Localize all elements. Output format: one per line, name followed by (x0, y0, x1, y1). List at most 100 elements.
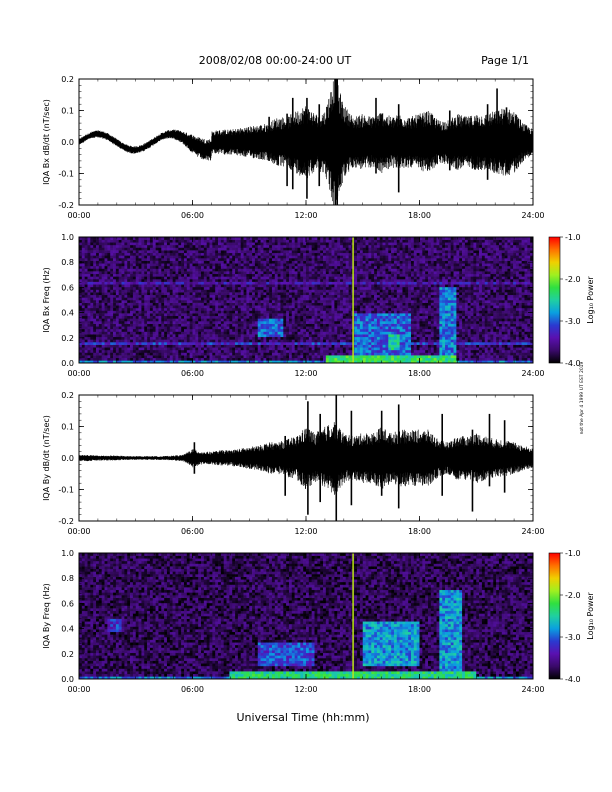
spectrogram-cell (155, 321, 159, 324)
spectrogram-cell (141, 281, 145, 285)
spectrogram-cell (323, 292, 327, 296)
spectrogram-cell (254, 279, 259, 282)
spectrogram-cell (246, 268, 250, 272)
spectrogram-cell (345, 357, 349, 361)
spectrogram-cell (288, 310, 293, 314)
spectrogram-cell (254, 339, 259, 343)
spectrogram-cell (158, 336, 162, 340)
spectrogram-cell (166, 297, 171, 301)
spectrogram-cell (101, 326, 105, 330)
spectrogram-cell (121, 339, 125, 343)
spectrogram-cell (340, 271, 344, 275)
spectrogram-cell (232, 352, 236, 356)
spectrogram-cell (237, 349, 242, 353)
spectrogram-cell (192, 342, 196, 345)
spectrogram-cell (229, 321, 233, 324)
spectrogram-cell (110, 260, 114, 264)
spectrogram-cell (348, 339, 352, 343)
spectrogram-cell (90, 250, 94, 254)
spectrogram-cell (325, 247, 329, 251)
spectrogram-cell (342, 250, 347, 254)
spectrogram-cell (206, 323, 210, 327)
spectrogram-cell (235, 265, 239, 269)
spectrogram-cell (331, 307, 335, 311)
spectrogram-cell (212, 352, 216, 356)
spectrogram-cell (178, 307, 182, 311)
spectrogram-cell (164, 289, 168, 293)
spectrogram-cell (314, 250, 318, 254)
spectrogram-cell (249, 258, 253, 261)
spectrogram-cell (87, 339, 91, 343)
spectrogram-cell (357, 323, 361, 327)
spectrogram-cell (286, 313, 290, 317)
spectrogram-cell (359, 310, 364, 314)
spectrogram-cell (212, 252, 216, 256)
spectrogram-cell (297, 252, 301, 256)
spectrogram-cell (98, 315, 102, 319)
spectrogram-cell (206, 281, 210, 285)
spectrogram-cell (274, 284, 278, 288)
spectrogram-cell (161, 268, 165, 272)
spectrogram-cell (288, 326, 293, 330)
spectrogram-cell (195, 302, 199, 306)
spectrogram-cell (271, 326, 276, 330)
spectrogram-cell (229, 323, 233, 327)
spectrogram-cell (79, 263, 83, 267)
spectrogram-cell (101, 263, 105, 267)
spectrogram-cell (149, 276, 154, 280)
spectrogram-cell (303, 352, 307, 356)
spectrogram-cell (260, 294, 264, 298)
spectrogram-cell (294, 331, 298, 335)
spectrogram-cell (291, 323, 295, 327)
spectrogram-cell (195, 328, 199, 332)
spectrogram-cell (98, 339, 102, 343)
spectrogram-cell (314, 276, 318, 280)
spectrogram-cell (181, 352, 185, 356)
spectrogram-cell (362, 273, 366, 277)
spectrogram-cell (237, 331, 242, 335)
spectrogram-cell (104, 310, 108, 314)
spectrogram-cell (337, 321, 341, 324)
spectrogram-cell (135, 344, 139, 348)
spectrogram-cell (79, 307, 83, 311)
spectrogram-cell (286, 289, 290, 293)
spectrogram-cell (127, 352, 131, 356)
spectrogram-cell (152, 342, 156, 345)
spectrogram-cell (235, 255, 239, 259)
spectrogram-cell (220, 284, 225, 288)
spectrogram-cell (365, 360, 369, 364)
spectrogram-cell (201, 271, 205, 275)
spectrogram-cell (303, 271, 307, 275)
spectrogram-cell (138, 239, 142, 243)
spectrogram-cell (96, 355, 100, 359)
spectrogram-cell (300, 260, 304, 264)
spectrogram-cell (130, 276, 134, 280)
spectrogram-cell (283, 276, 287, 280)
spectrogram-cell (192, 271, 196, 275)
spectrogram-cell (243, 252, 247, 256)
spectrogram-cell (124, 321, 128, 324)
spectrogram-cell (220, 263, 225, 267)
spectrogram-cell (226, 323, 230, 327)
spectrogram-cell (198, 315, 202, 319)
spectrogram-cell (110, 276, 114, 280)
spectrogram-cell (331, 289, 335, 293)
spectrogram-cell (206, 310, 210, 314)
spectrogram-cell (359, 284, 364, 288)
spectrogram-cell (113, 336, 117, 340)
spectrogram-cell (101, 321, 105, 324)
spectrogram-cell (345, 318, 349, 322)
spectrogram-cell (246, 307, 250, 311)
spectrogram-cell (280, 307, 284, 311)
spectrogram-cell (274, 273, 278, 277)
spectrogram-cell (246, 315, 250, 319)
spectrogram-cell (271, 334, 276, 338)
spectrogram-cell (141, 310, 145, 314)
spectrogram-cell (288, 263, 293, 267)
spectrogram-cell (317, 323, 321, 327)
spectrogram-cell (303, 331, 307, 335)
spectrogram-cell (223, 279, 227, 282)
spectrogram-cell (130, 326, 134, 330)
spectrogram-cell (286, 268, 290, 272)
spectrogram-cell (138, 247, 142, 251)
